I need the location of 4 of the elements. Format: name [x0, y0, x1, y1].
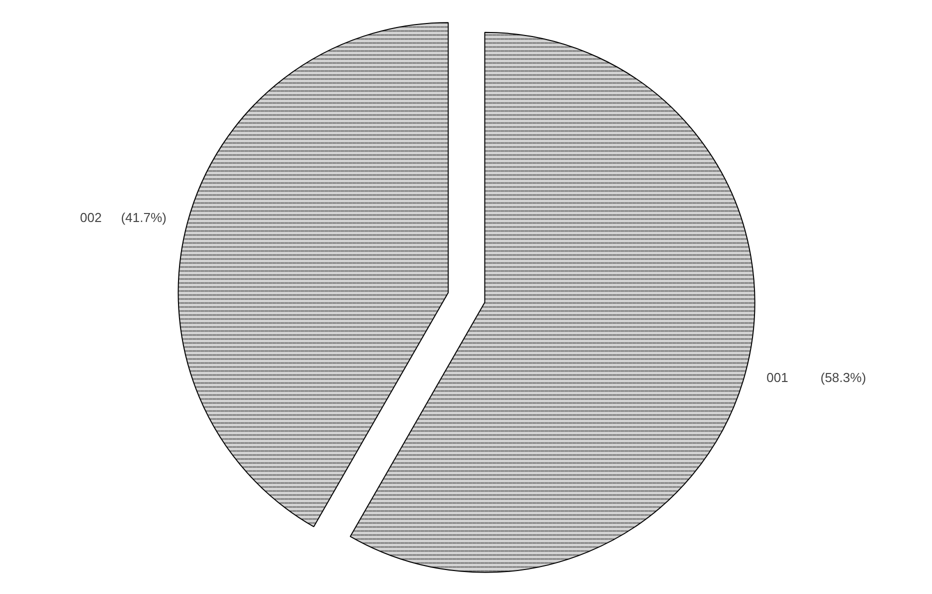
- data-label: (41.7%): [120, 210, 167, 225]
- data-label: (58.3%): [820, 370, 866, 386]
- slice-label: 002: [80, 210, 102, 225]
- slice-label: 001: [766, 370, 788, 386]
